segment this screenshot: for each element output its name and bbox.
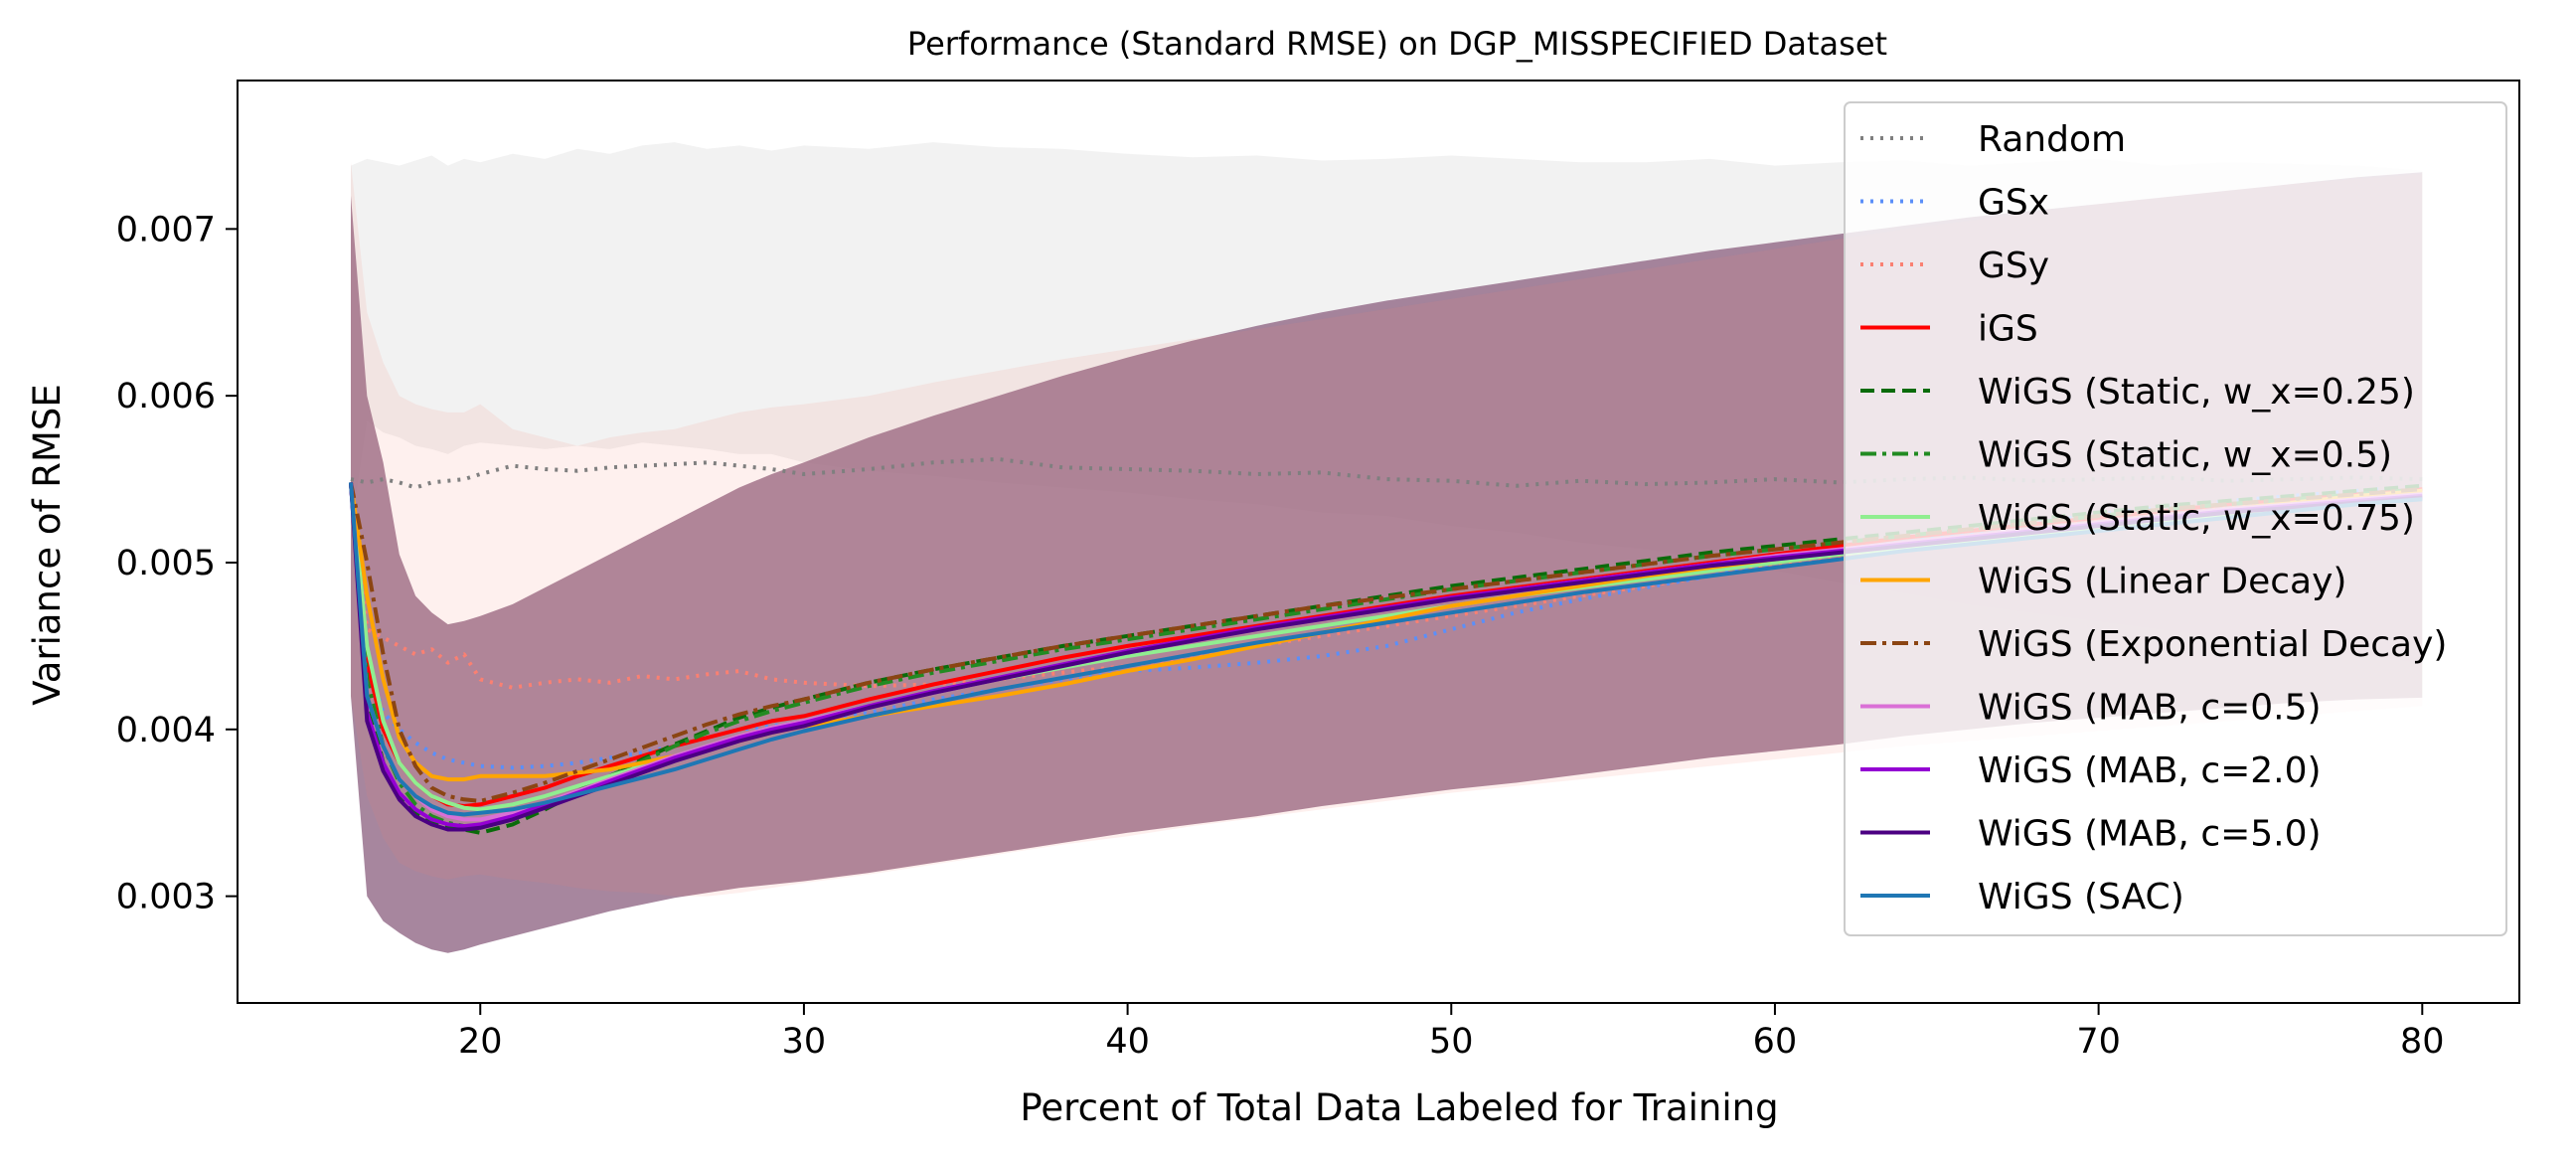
x-axis-label: Percent of Total Data Labeled for Traini… bbox=[1020, 1086, 1778, 1129]
legend-label: WiGS (MAB, c=2.0) bbox=[1978, 750, 2322, 791]
chart-title: Performance (Standard RMSE) on DGP_MISSP… bbox=[907, 25, 1887, 63]
legend-label: WiGS (MAB, c=0.5) bbox=[1978, 688, 2322, 729]
y-tick-label: 0.006 bbox=[116, 377, 216, 416]
x-tick-label: 40 bbox=[1105, 1022, 1150, 1062]
x-tick-label: 20 bbox=[458, 1022, 503, 1062]
y-tick-label: 0.004 bbox=[116, 711, 216, 750]
legend-label: GSx bbox=[1978, 183, 2049, 224]
x-tick-label: 50 bbox=[1429, 1022, 1474, 1062]
legend-label: GSy bbox=[1978, 246, 2049, 286]
legend: Random GSx GSy iGS WiGS (Static, w_x=0.25) Wi… bbox=[1844, 101, 2507, 936]
legend-box bbox=[1844, 101, 2507, 936]
legend-label: WiGS (Static, w_x=0.25) bbox=[1978, 372, 2415, 413]
x-tick-label: 60 bbox=[1753, 1022, 1798, 1062]
x-tick-label: 70 bbox=[2076, 1022, 2121, 1062]
y-tick-label: 0.005 bbox=[116, 544, 216, 583]
legend-label: WiGS (Exponential Decay) bbox=[1978, 624, 2447, 665]
legend-label: iGS bbox=[1978, 309, 2038, 350]
legend-label: WiGS (Linear Decay) bbox=[1978, 562, 2346, 602]
axis-ticks: 20 30 40 50 60 70 80 0.003 0.004 0.005 0.006 0.007 bbox=[116, 210, 2445, 1062]
x-tick-label: 30 bbox=[782, 1022, 827, 1062]
legend-label: Random bbox=[1978, 119, 2126, 160]
x-tick-label: 80 bbox=[2400, 1022, 2445, 1062]
y-tick-label: 0.007 bbox=[116, 210, 216, 249]
y-axis-label: Variance of RMSE bbox=[26, 384, 69, 706]
legend-label: WiGS (Static, w_x=0.5) bbox=[1978, 435, 2392, 476]
legend-label: WiGS (SAC) bbox=[1978, 877, 2184, 917]
plot-frame bbox=[237, 80, 2520, 1004]
legend-label: WiGS (MAB, c=5.0) bbox=[1978, 814, 2322, 855]
y-tick-label: 0.003 bbox=[116, 878, 216, 917]
series-line-random bbox=[350, 456, 2423, 490]
legend-label: WiGS (Static, w_x=0.75) bbox=[1978, 498, 2415, 539]
